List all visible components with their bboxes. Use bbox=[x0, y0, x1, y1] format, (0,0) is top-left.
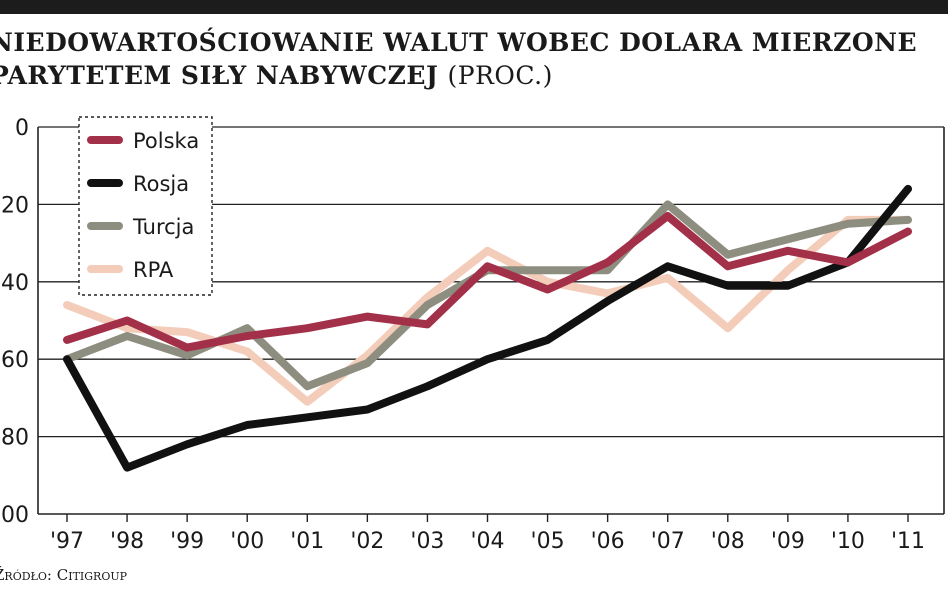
y-tick-label: -100 bbox=[0, 503, 29, 528]
legend-label-turcja: Turcja bbox=[132, 215, 194, 239]
x-tick-label: '97 bbox=[50, 529, 84, 554]
x-tick-label: '06 bbox=[591, 529, 625, 554]
x-tick-label: '01 bbox=[290, 529, 324, 554]
x-tick-label: '07 bbox=[651, 529, 685, 554]
y-tick-label: 0 bbox=[15, 116, 29, 141]
legend-label-rosja: Rosja bbox=[133, 172, 189, 196]
x-tick-label: '02 bbox=[350, 529, 384, 554]
x-tick-label: '00 bbox=[230, 529, 264, 554]
series-line-rosja bbox=[63, 184, 912, 472]
x-tick-label: '03 bbox=[410, 529, 444, 554]
title-line-2-text: PARYTETEM SIŁY NABYWCZEJ bbox=[0, 61, 439, 90]
legend-label-rpa: RPA bbox=[133, 258, 174, 282]
x-tick-label: '04 bbox=[470, 529, 504, 554]
legend-label-polska: Polska bbox=[133, 129, 199, 153]
legend: Polska Rosja Turcja RPA bbox=[78, 116, 213, 296]
x-tick-label: '11 bbox=[891, 529, 925, 554]
y-tick-labels: 0 -20 -40 -60 -80 -100 bbox=[0, 116, 29, 528]
axes bbox=[37, 127, 945, 522]
x-tick-label: '99 bbox=[170, 529, 204, 554]
y-tick-label: -40 bbox=[0, 271, 29, 296]
x-tick-label: '09 bbox=[771, 529, 805, 554]
top-bar bbox=[0, 0, 948, 14]
chart-title: NIEDOWARTOŚCIOWANIE WALUT WOBEC DOLARA M… bbox=[0, 26, 948, 92]
x-tick-labels: '97 '98 '99 '00 '01 '02 '03 '04 '05 '06 '07 '08 '09 '… bbox=[50, 529, 925, 554]
x-tick-label: '05 bbox=[531, 529, 565, 554]
x-tick-label: '98 bbox=[110, 529, 144, 554]
title-line-2: PARYTETEM SIŁY NABYWCZEJ (PROC.) bbox=[0, 59, 948, 92]
x-tick-label: '10 bbox=[831, 529, 865, 554]
title-unit: (PROC.) bbox=[447, 61, 553, 90]
y-tick-label: -20 bbox=[0, 193, 29, 218]
x-tick-label: '08 bbox=[711, 529, 745, 554]
y-tick-label: -60 bbox=[0, 348, 29, 373]
y-tick-label: -80 bbox=[0, 426, 29, 451]
title-line-1: NIEDOWARTOŚCIOWANIE WALUT WOBEC DOLARA M… bbox=[0, 28, 918, 57]
series-line-polska bbox=[63, 212, 912, 352]
source-note: Źródło: Citigroup bbox=[0, 566, 128, 584]
series-lines bbox=[63, 184, 912, 472]
